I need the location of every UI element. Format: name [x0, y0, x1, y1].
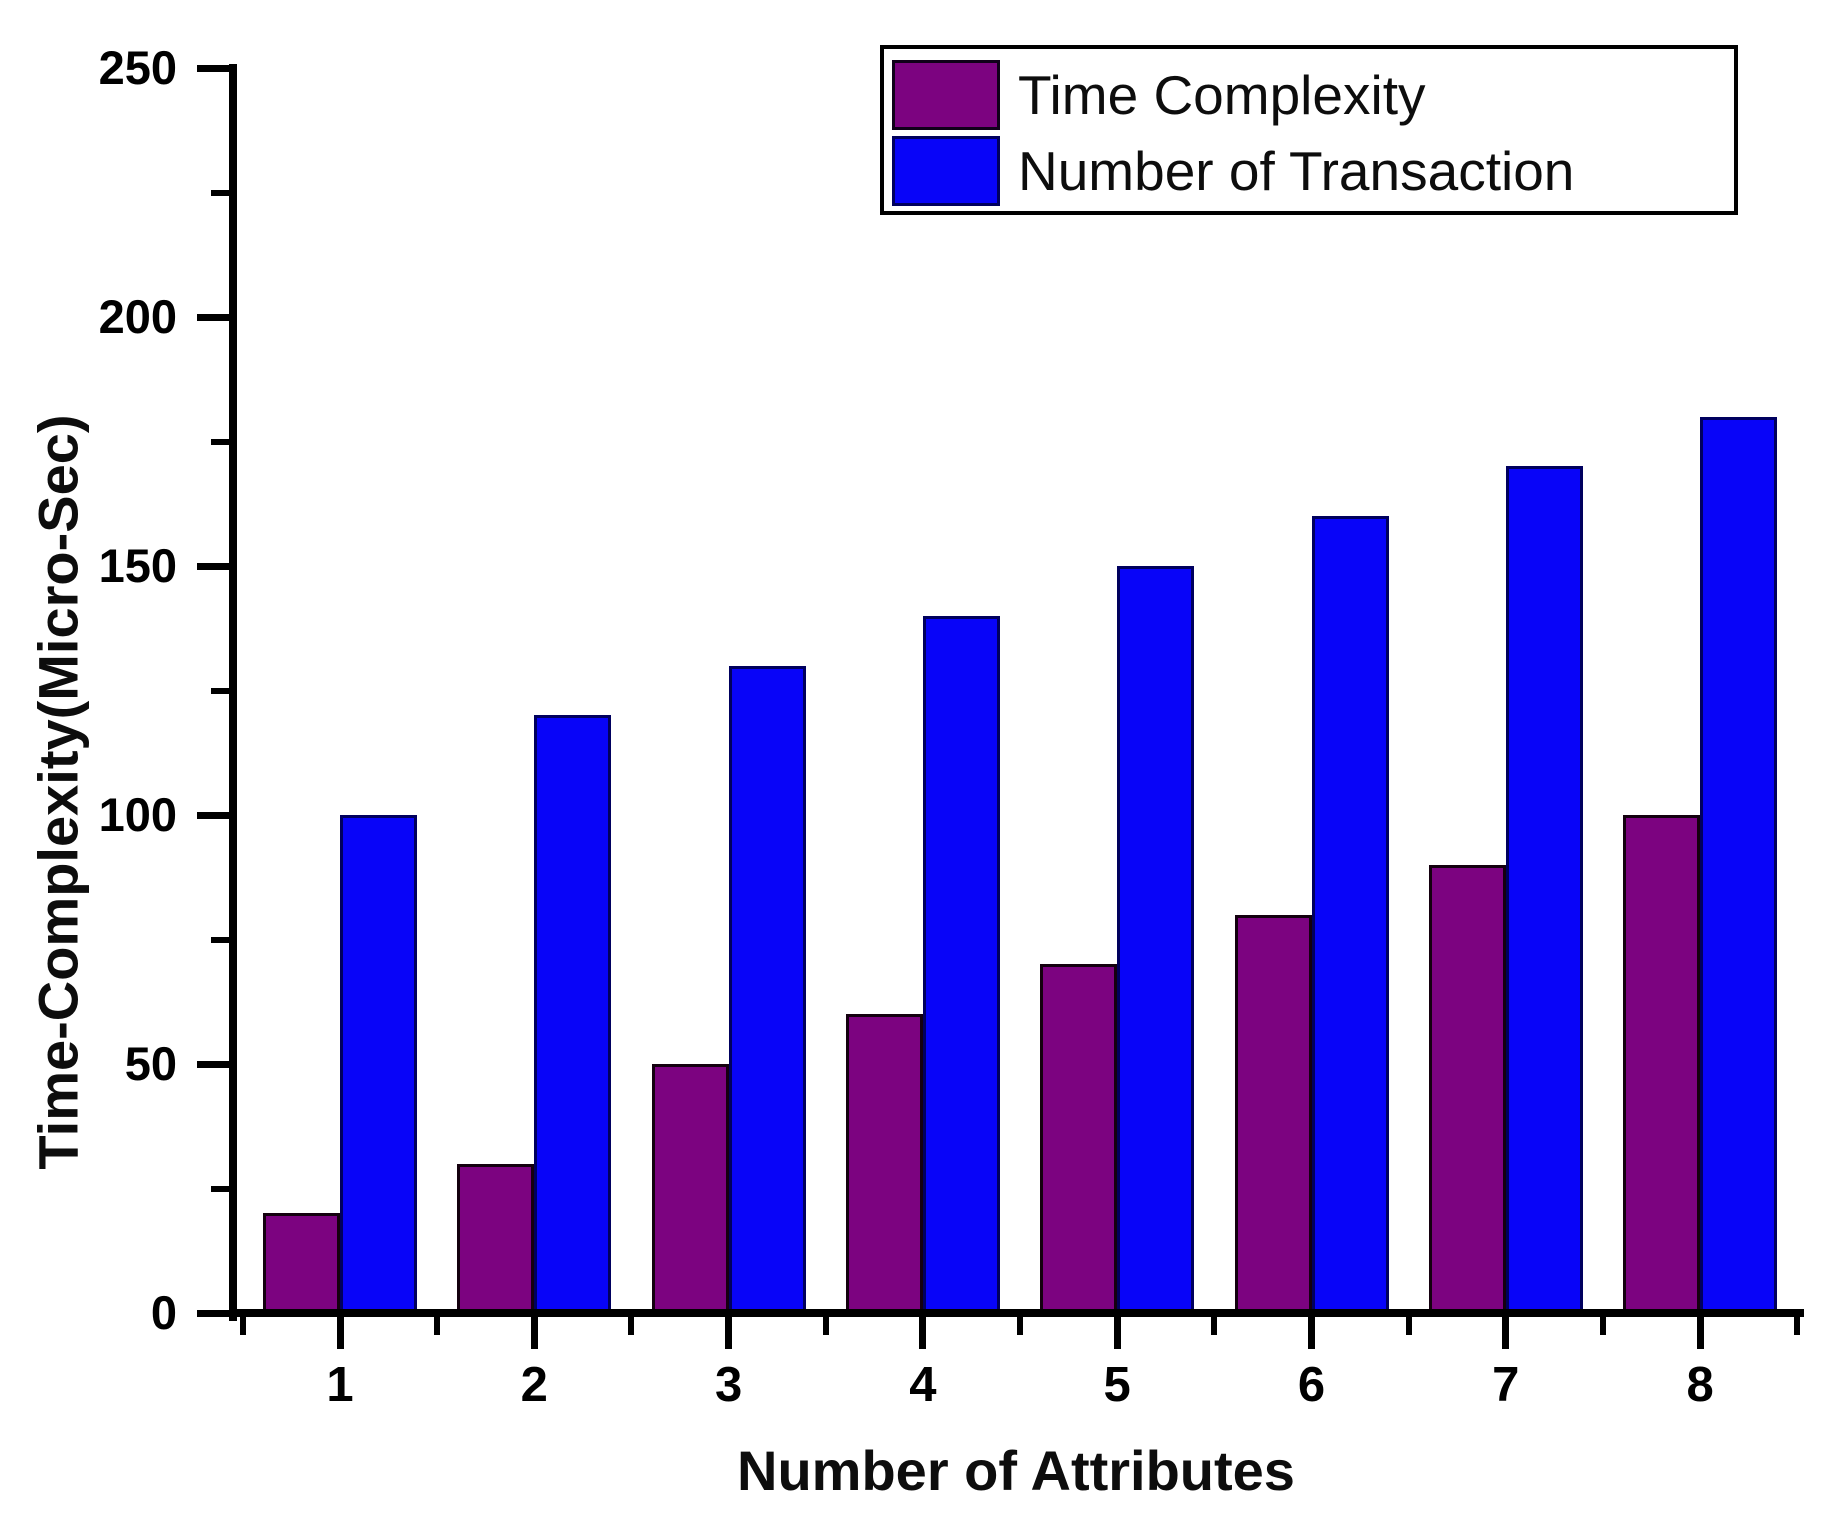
x-major-tick-6	[1308, 1317, 1315, 1349]
x-minor-tick-1	[434, 1317, 441, 1335]
bar-number-of-transaction-2	[534, 715, 612, 1317]
y-axis-line	[229, 64, 237, 1321]
x-tick-label-1: 1	[326, 1358, 354, 1412]
bar-time-complexity-8	[1623, 815, 1701, 1317]
y-tick-label-0: 0	[150, 1286, 177, 1339]
legend: Time Complexity Number of Transaction	[880, 45, 1738, 215]
x-tick-label-2: 2	[520, 1358, 548, 1412]
bar-time-complexity-4	[845, 1014, 923, 1317]
x-tick-label-6: 6	[1297, 1358, 1326, 1412]
legend-swatch-number-of-transaction	[892, 136, 1000, 206]
bar-time-complexity-5	[1040, 964, 1118, 1317]
y-major-tick-50	[197, 1060, 229, 1068]
x-minor-tick-5	[1211, 1317, 1218, 1335]
x-axis-title: Number of Attributes	[737, 1439, 1295, 1502]
y-major-tick-0	[197, 1309, 229, 1317]
legend-item-time-complexity: Time Complexity	[892, 59, 1425, 131]
x-major-tick-1	[336, 1317, 344, 1349]
x-major-tick-3	[725, 1317, 733, 1349]
y-tick-label-150: 150	[98, 539, 177, 592]
bar-number-of-transaction-3	[728, 665, 806, 1317]
y-minor-tick-175	[211, 438, 229, 445]
bar-number-of-transaction-7	[1505, 466, 1583, 1317]
y-major-tick-250	[197, 64, 229, 72]
y-major-tick-100	[197, 811, 229, 819]
x-minor-tick-8	[1794, 1317, 1801, 1335]
bar-time-complexity-6	[1234, 914, 1312, 1317]
y-tick-label-250: 250	[98, 41, 177, 94]
y-major-tick-200	[197, 313, 229, 321]
legend-item-number-of-transaction: Number of Transaction	[892, 135, 1574, 207]
x-tick-label-8: 8	[1686, 1358, 1714, 1412]
x-minor-tick-4	[1017, 1317, 1024, 1335]
y-axis-title: Time-Complexity(Micro-Sec)	[26, 414, 90, 1170]
x-tick-label-4: 4	[909, 1358, 937, 1412]
x-tick-label-3: 3	[714, 1358, 743, 1412]
bar-number-of-transaction-5	[1117, 566, 1195, 1317]
y-minor-tick-125	[211, 687, 229, 694]
x-major-tick-7	[1502, 1317, 1510, 1349]
y-minor-tick-75	[211, 936, 229, 943]
x-minor-tick-0	[239, 1317, 246, 1335]
bar-number-of-transaction-8	[1700, 416, 1778, 1317]
y-tick-label-200: 200	[98, 290, 177, 343]
x-major-tick-8	[1696, 1317, 1704, 1349]
x-minor-tick-2	[628, 1317, 635, 1335]
bar-number-of-transaction-6	[1311, 516, 1389, 1317]
x-minor-tick-6	[1405, 1317, 1412, 1335]
x-minor-tick-3	[822, 1317, 829, 1335]
y-minor-tick-25	[211, 1185, 229, 1192]
bar-time-complexity-7	[1428, 864, 1506, 1317]
legend-swatch-time-complexity	[892, 60, 1000, 130]
bar-time-complexity-2	[457, 1163, 535, 1317]
x-tick-label-7: 7	[1492, 1358, 1520, 1412]
bar-time-complexity-3	[651, 1064, 729, 1317]
y-minor-tick-225	[211, 189, 229, 196]
bar-time-complexity-1	[263, 1213, 340, 1317]
x-tick-label-5: 5	[1103, 1358, 1131, 1412]
x-major-tick-4	[919, 1317, 927, 1349]
bar-number-of-transaction-1	[340, 815, 417, 1317]
x-minor-tick-7	[1599, 1317, 1606, 1335]
y-tick-label-50: 50	[124, 1037, 177, 1090]
legend-label-number-of-transaction: Number of Transaction	[1018, 140, 1575, 202]
y-tick-label-100: 100	[98, 788, 177, 841]
bar-number-of-transaction-4	[922, 615, 1000, 1317]
legend-label-time-complexity: Time Complexity	[1018, 64, 1426, 126]
x-major-tick-2	[530, 1317, 538, 1349]
x-axis-line	[229, 1309, 1804, 1317]
x-major-tick-5	[1113, 1317, 1121, 1349]
y-major-tick-150	[197, 562, 229, 570]
